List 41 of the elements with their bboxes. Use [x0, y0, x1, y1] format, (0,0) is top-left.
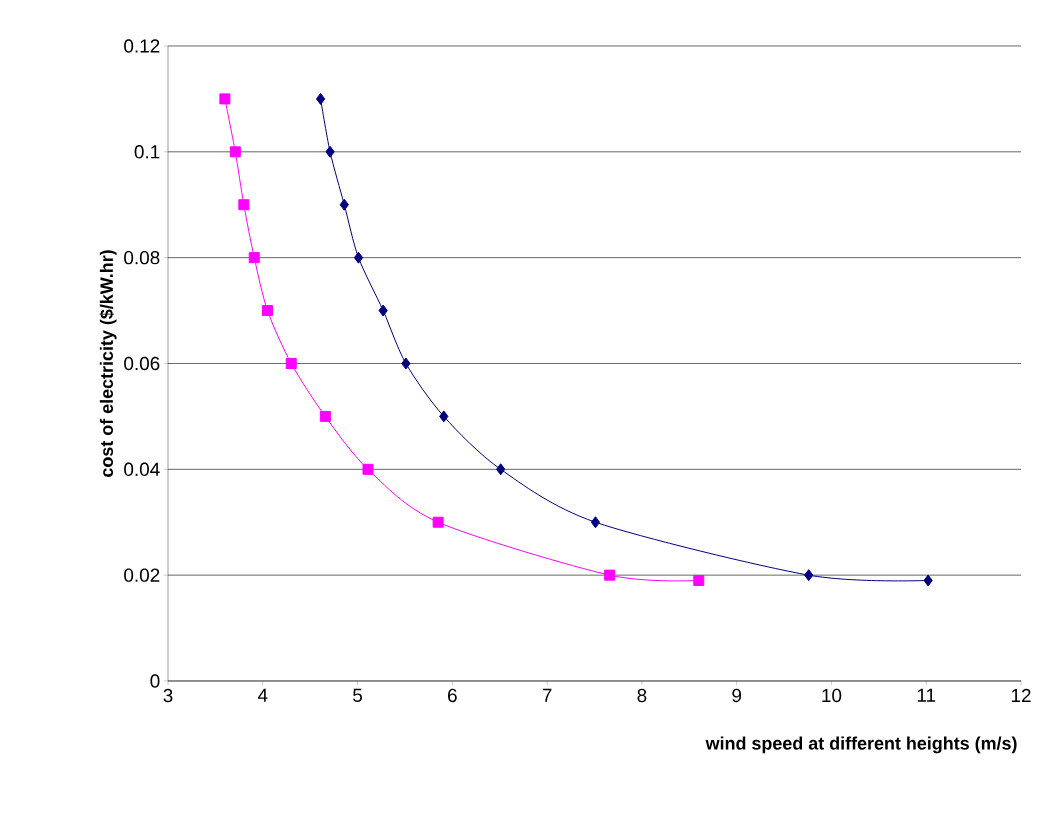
point	[378, 304, 388, 317]
point	[339, 198, 349, 211]
x-tick-label: 11	[917, 688, 936, 702]
y-tick-label: 0.04	[124, 462, 160, 477]
point	[325, 145, 335, 158]
y-tick-label: 0.08	[124, 250, 160, 265]
point	[604, 569, 616, 581]
y-axis-title: cost of electricity ($/kW.hr)	[99, 250, 117, 477]
point	[693, 574, 705, 586]
point	[590, 516, 601, 529]
x-tick-label: 6	[448, 688, 457, 703]
point	[432, 516, 444, 528]
point	[401, 357, 411, 370]
x-tick-label: 4	[257, 688, 268, 702]
x-tick-label: 3	[163, 688, 173, 703]
y-tick-label: 0.02	[124, 568, 160, 582]
point	[229, 146, 241, 158]
point	[219, 93, 231, 105]
x-tick-label: 7	[542, 688, 552, 702]
x-axis-title: wind speed at different heights (m/s)	[705, 736, 1017, 754]
point	[285, 357, 297, 369]
point	[923, 574, 933, 587]
point	[319, 410, 331, 422]
point	[248, 252, 260, 264]
point	[439, 410, 449, 423]
point	[353, 251, 364, 264]
point	[315, 92, 326, 105]
point	[238, 199, 250, 211]
point	[804, 569, 814, 582]
x-tick-label: 12	[1011, 688, 1031, 702]
y-tick-label: 0	[150, 674, 160, 688]
x-tick-label: 9	[732, 688, 742, 703]
point	[262, 305, 274, 317]
x-tick-label: 8	[637, 688, 647, 703]
x-tick-label: 5	[353, 688, 363, 702]
x-tick-label: 10	[822, 688, 842, 703]
y-tick-label: 0.06	[124, 356, 160, 371]
point	[362, 463, 374, 475]
point	[496, 463, 506, 476]
y-tick-label: 0.1	[134, 145, 160, 159]
y-tick-label: 0.12	[124, 39, 160, 53]
